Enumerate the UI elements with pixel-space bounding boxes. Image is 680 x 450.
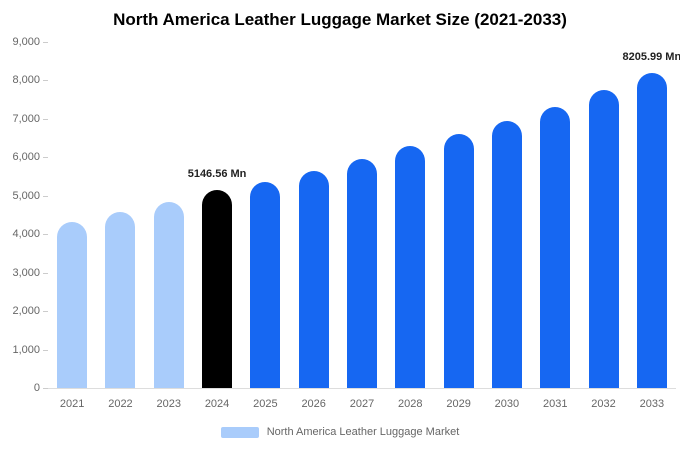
x-axis-label: 2025 [253, 398, 278, 410]
x-axis-line [48, 388, 676, 389]
bar-2023 [153, 202, 184, 388]
y-axis-tick [43, 234, 48, 236]
x-axis-label: 2026 [301, 398, 326, 410]
x-axis-label: 2028 [398, 398, 423, 410]
y-axis-tick [43, 311, 48, 313]
bar-value-label: 5146.56 Mn [187, 168, 247, 181]
y-axis-label: 5,000 [12, 189, 40, 202]
bar-2022 [105, 212, 136, 388]
y-axis-label: 4,000 [12, 228, 40, 241]
bar-2032 [588, 89, 619, 388]
x-axis-label: 2029 [446, 398, 471, 410]
x-axis-label: 2024 [204, 398, 230, 410]
bar-2029 [443, 134, 474, 388]
bar-2030 [491, 120, 522, 388]
bar-2033 [636, 72, 667, 388]
x-axis-label: 2027 [349, 398, 375, 410]
y-axis-tick [43, 118, 48, 120]
x-axis-label: 2031 [542, 398, 568, 410]
legend-swatch [220, 426, 259, 438]
bar-2031 [540, 106, 571, 388]
legend: North America Leather Luggage Market [0, 426, 680, 438]
y-axis-tick [43, 349, 48, 351]
x-axis-label: 2032 [591, 398, 616, 410]
legend-label: North America Leather Luggage Market [266, 426, 460, 438]
y-axis-label: 7,000 [12, 112, 40, 125]
x-axis-label: 2023 [156, 398, 181, 410]
y-axis-label: 3,000 [12, 266, 40, 279]
x-axis-label: 2033 [639, 398, 665, 410]
y-axis-label: 9,000 [12, 36, 40, 48]
bar-2024 [202, 190, 233, 388]
y-axis-tick [43, 42, 48, 43]
y-axis-label: 6,000 [12, 151, 40, 164]
y-axis-label: 0 [33, 382, 40, 394]
bar-2025 [250, 181, 281, 388]
y-axis-label: 8,000 [12, 74, 40, 87]
y-axis-tick [43, 157, 48, 159]
bar-2028 [395, 146, 426, 388]
y-axis-tick [43, 388, 48, 389]
x-axis-label: 2022 [108, 398, 133, 410]
y-axis-tick [43, 80, 48, 82]
y-axis-tick [43, 272, 48, 274]
bar-2026 [298, 170, 329, 388]
chart-title: North America Leather Luggage Market Siz… [113, 10, 567, 29]
bar-2021 [57, 221, 88, 388]
y-axis-label: 2,000 [12, 305, 40, 318]
x-axis-label: 2030 [494, 398, 520, 410]
x-axis-label: 2021 [59, 398, 85, 410]
bar-2027 [347, 159, 377, 388]
y-axis-label: 1,000 [12, 343, 40, 356]
bar-value-label: 8205.99 Mn [622, 50, 680, 63]
y-axis-tick [43, 195, 48, 197]
